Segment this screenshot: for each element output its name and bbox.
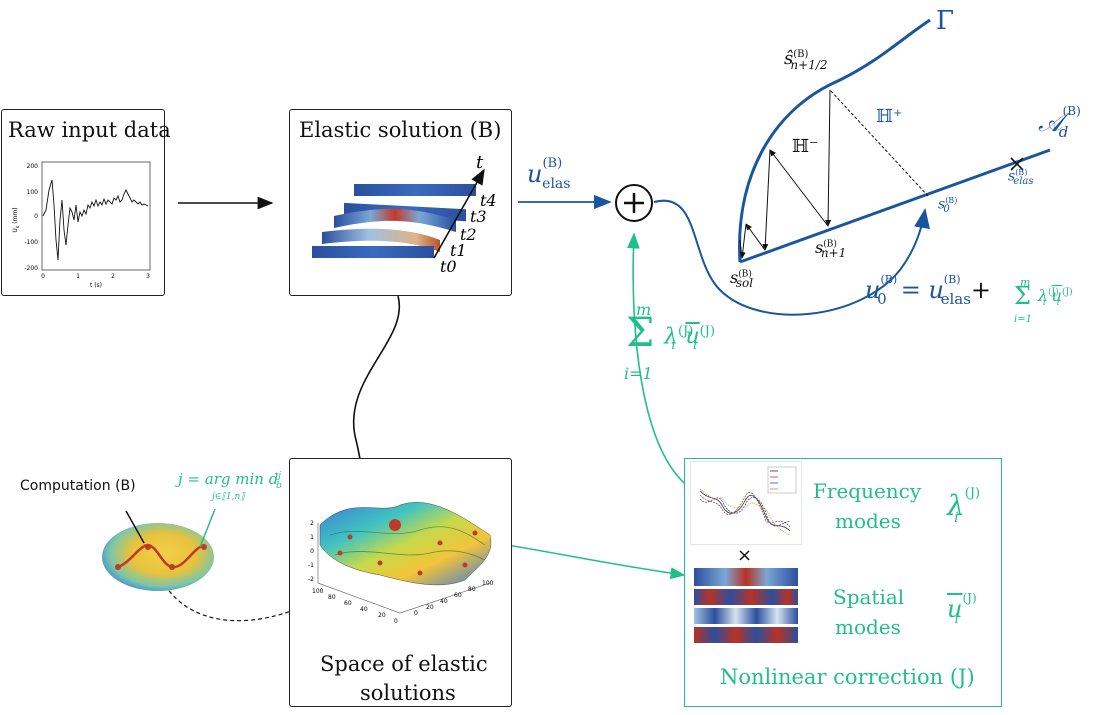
u0-equation: u(B)0 = u(B)elas+ (865, 273, 992, 308)
raw-ylabel-sub: d (15, 225, 20, 228)
time-t2: t2 (460, 225, 477, 244)
surf-ztick: -1 (308, 562, 314, 569)
s-hat-label: ŝ(B)n+1/2 (784, 48, 828, 72)
surface-mesh (319, 502, 492, 586)
beam-t2 (334, 208, 456, 232)
surf-ytick: 60 (454, 592, 462, 599)
raw-signal (42, 179, 149, 261)
argmin-sup: j (278, 471, 282, 481)
time-axis-label: t (476, 152, 484, 173)
arrow-nonlinear-to-plus (627, 232, 691, 489)
argmin-sub: b (276, 481, 282, 491)
gamma-label: Γ (936, 6, 955, 36)
s-elas-cross (1010, 157, 1024, 171)
nonlinear-title: Nonlinear correction (J) (720, 665, 975, 689)
argmin-label: j = arg min djb (178, 470, 282, 491)
surf-xtick: 80 (328, 594, 336, 601)
surf-ztick: -2 (308, 576, 314, 583)
surf-ytick: 0 (414, 610, 418, 617)
surface-plot: 2 1 0 -1 -2 100 80 60 40 20 0 0 20 40 60… (308, 502, 494, 625)
s-elas-label: s(B)elas (1008, 168, 1034, 188)
frequency-modes-line2: modes (835, 509, 901, 533)
raw-xtick: 3 (146, 273, 150, 280)
surf-xtick: 60 (344, 600, 352, 607)
frequency-lambda: λ(J)i (947, 485, 981, 526)
frequency-modes-line1: Frequency (813, 479, 922, 503)
u-elas-label: u(B)elas (527, 156, 571, 192)
s-0-label: s(B)0 (938, 196, 958, 216)
spatial-modes-line2: modes (835, 615, 901, 639)
times-symbol: × (737, 545, 753, 566)
raw-ytick: 0 (34, 213, 38, 220)
spatial-modes-line1: Spatial (833, 585, 905, 609)
raw-ytick: 100 (27, 189, 39, 196)
surf-xtick: 100 (312, 588, 324, 595)
surf-ytick: 20 (426, 604, 434, 611)
search-dashed (829, 89, 929, 197)
surf-ytick: 40 (440, 598, 448, 605)
raw-xlabel: t (s) (90, 282, 102, 289)
spatial-modes-thumbnail (694, 568, 798, 643)
frequency-modes-thumbnail (690, 461, 802, 545)
surf-xtick: 20 (378, 612, 386, 619)
h-plus-label: ℍ⁺ (876, 106, 903, 127)
space-solutions-box: 2 1 0 -1 -2 100 80 60 40 20 0 0 20 40 60… (289, 458, 512, 707)
argmin-text: j = arg min d (178, 470, 279, 488)
surf-ztick: 1 (310, 534, 314, 541)
raw-ytick: -200 (24, 265, 38, 272)
surf-ytick: 80 (468, 586, 476, 593)
time-t3: t3 (470, 207, 487, 226)
raw-ylabel: U (12, 228, 19, 232)
h-minus-label: ℍ⁻ (792, 136, 819, 157)
svg-text:Ud (mm): Ud (mm) (12, 207, 20, 232)
s-sol-label: s(B)sol (730, 268, 754, 291)
surf-ytick: 100 (482, 580, 494, 587)
surf-xtick: 0 (394, 618, 398, 625)
raw-input-title: Raw input data (8, 118, 171, 142)
gamma-curve (738, 18, 931, 263)
raw-input-plot: 200 100 0 -100 -200 0 1 2 3 t (s) Ud (mm… (12, 161, 151, 289)
time-t1: t1 (450, 241, 467, 260)
raw-xtick: 2 (111, 273, 115, 280)
beam-t1 (322, 228, 440, 252)
elastic-solution-title: Elastic solution (B) (299, 118, 502, 142)
computation-blob (102, 508, 216, 591)
space-title-line2: solutions (360, 681, 456, 705)
beam-t4 (354, 184, 476, 196)
nonlinear-correction-box: Frequency modes λ(J)i × Spatial modes u(… (684, 458, 1002, 707)
elastic-solution-box: Elastic solution (B) (289, 109, 512, 296)
time-t4: t4 (480, 191, 497, 210)
raw-xtick: 0 (41, 273, 45, 280)
space-title-line1: Space of elastic (320, 652, 488, 676)
s-n1-label: s(B)n+1 (815, 238, 847, 261)
spatial-ubar: u(J)i (947, 591, 977, 627)
admissible-line (739, 148, 1051, 264)
admissible-set-label: 𝒜(B)d (1038, 104, 1081, 142)
elastic-beams-illustration: t t4 t3 t2 t1 t0 (312, 152, 497, 276)
argmin-under: j∈⟦1,n⟧ (212, 492, 245, 502)
raw-xtick: 1 (76, 273, 80, 280)
raw-ylabel-unit: (mm) (12, 207, 19, 223)
raw-input-box: Raw input data 200 100 0 -100 -200 0 1 2… (1, 109, 171, 296)
surf-ztick: 0 (310, 548, 314, 555)
raw-ytick: -100 (24, 239, 38, 246)
u0-equation-sum: m Σ i=1 λ(J)i u(J)i (1014, 276, 1073, 325)
surf-ztick: 2 (310, 520, 314, 527)
arrow-plus-to-s0 (653, 199, 930, 316)
surf-xtick: 40 (360, 606, 368, 613)
time-t0: t0 (440, 257, 457, 276)
computation-label: Computation (B) (20, 478, 136, 494)
sum-correction-label: m Σ i=1 λ(J)i u(J)i (624, 300, 716, 383)
raw-ytick: 200 (27, 163, 39, 170)
beam-t0 (312, 246, 434, 258)
